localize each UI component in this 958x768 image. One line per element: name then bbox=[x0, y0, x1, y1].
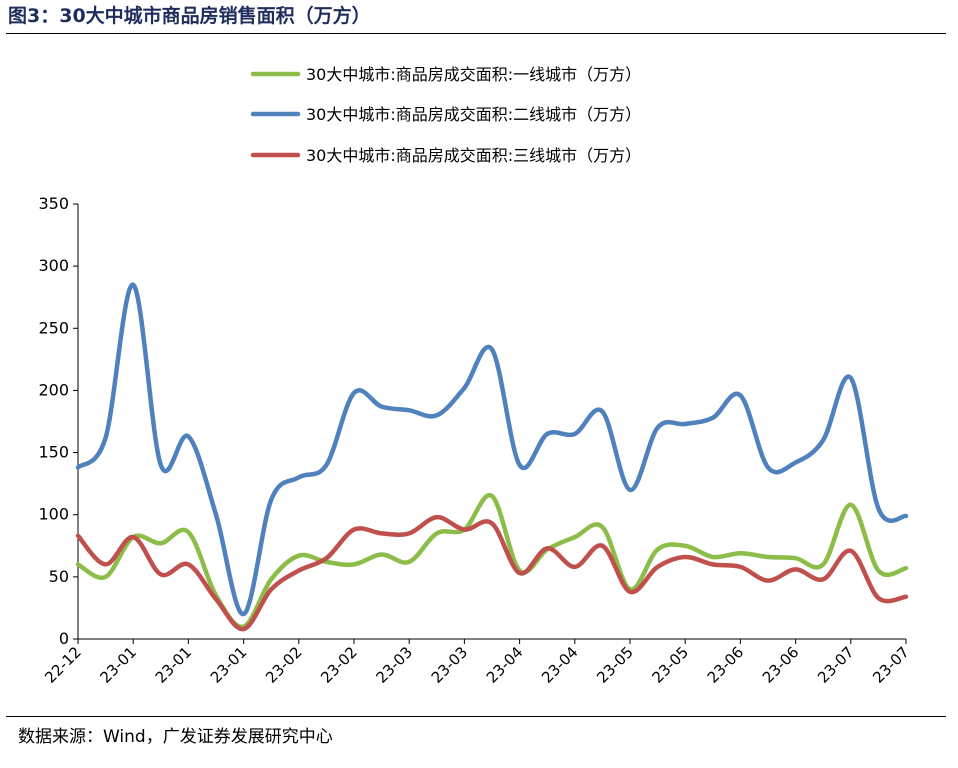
series-line-tier1 bbox=[75, 493, 909, 629]
x-tick-label: 23-07 bbox=[814, 643, 858, 687]
x-tick-label: 23-06 bbox=[704, 643, 748, 687]
x-tick-label: 22-12 bbox=[41, 643, 85, 687]
legend-label: 30大中城市:商品房成交面积:二线城市（万方） bbox=[306, 105, 641, 124]
x-tick-label: 23-05 bbox=[593, 643, 637, 687]
y-tick-label: 50 bbox=[49, 567, 69, 586]
x-tick-label: 23-03 bbox=[372, 643, 416, 687]
legend-label: 30大中城市:商品房成交面积:一线城市（万方） bbox=[306, 65, 641, 84]
x-tick-label: 23-04 bbox=[483, 643, 527, 687]
chart-legend: 30大中城市:商品房成交面积:一线城市（万方） 30大中城市:商品房成交面积:二线… bbox=[250, 65, 641, 165]
figure-title: 图3：30大中城市商品房销售面积（万方） bbox=[8, 5, 371, 27]
y-tick-label: 100 bbox=[38, 505, 69, 524]
x-tick-label: 23-01 bbox=[152, 643, 196, 687]
x-tick-label: 23-02 bbox=[262, 643, 306, 687]
x-tick-label: 23-05 bbox=[648, 643, 692, 687]
y-tick-label: 300 bbox=[38, 256, 69, 275]
series-line-tier3 bbox=[75, 514, 909, 632]
series-line-tier2 bbox=[75, 282, 909, 617]
y-tick-label: 0 bbox=[59, 629, 69, 648]
footer-rule bbox=[6, 716, 946, 717]
chart-series bbox=[75, 282, 909, 632]
x-tick-label: 23-04 bbox=[538, 643, 582, 687]
y-tick-label: 150 bbox=[38, 443, 69, 462]
y-tick-label: 250 bbox=[38, 318, 69, 337]
y-tick-label: 350 bbox=[38, 194, 69, 213]
line-chart: 30大中城市:商品房成交面积:一线城市（万方） 30大中城市:商品房成交面积:二线… bbox=[38, 65, 912, 687]
x-tick-label: 23-01 bbox=[96, 643, 140, 687]
title-rule bbox=[6, 33, 946, 34]
x-tick-label: 23-03 bbox=[428, 643, 472, 687]
legend-label: 30大中城市:商品房成交面积:三线城市（万方） bbox=[306, 146, 641, 165]
source-note: 数据来源：Wind，广发证券发展研究中心 bbox=[18, 727, 333, 747]
x-tick-label: 23-02 bbox=[317, 643, 361, 687]
x-tick-label: 23-01 bbox=[207, 643, 251, 687]
y-tick-label: 200 bbox=[38, 380, 69, 399]
x-tick-label: 23-06 bbox=[759, 643, 803, 687]
x-tick-label: 23-07 bbox=[869, 643, 913, 687]
